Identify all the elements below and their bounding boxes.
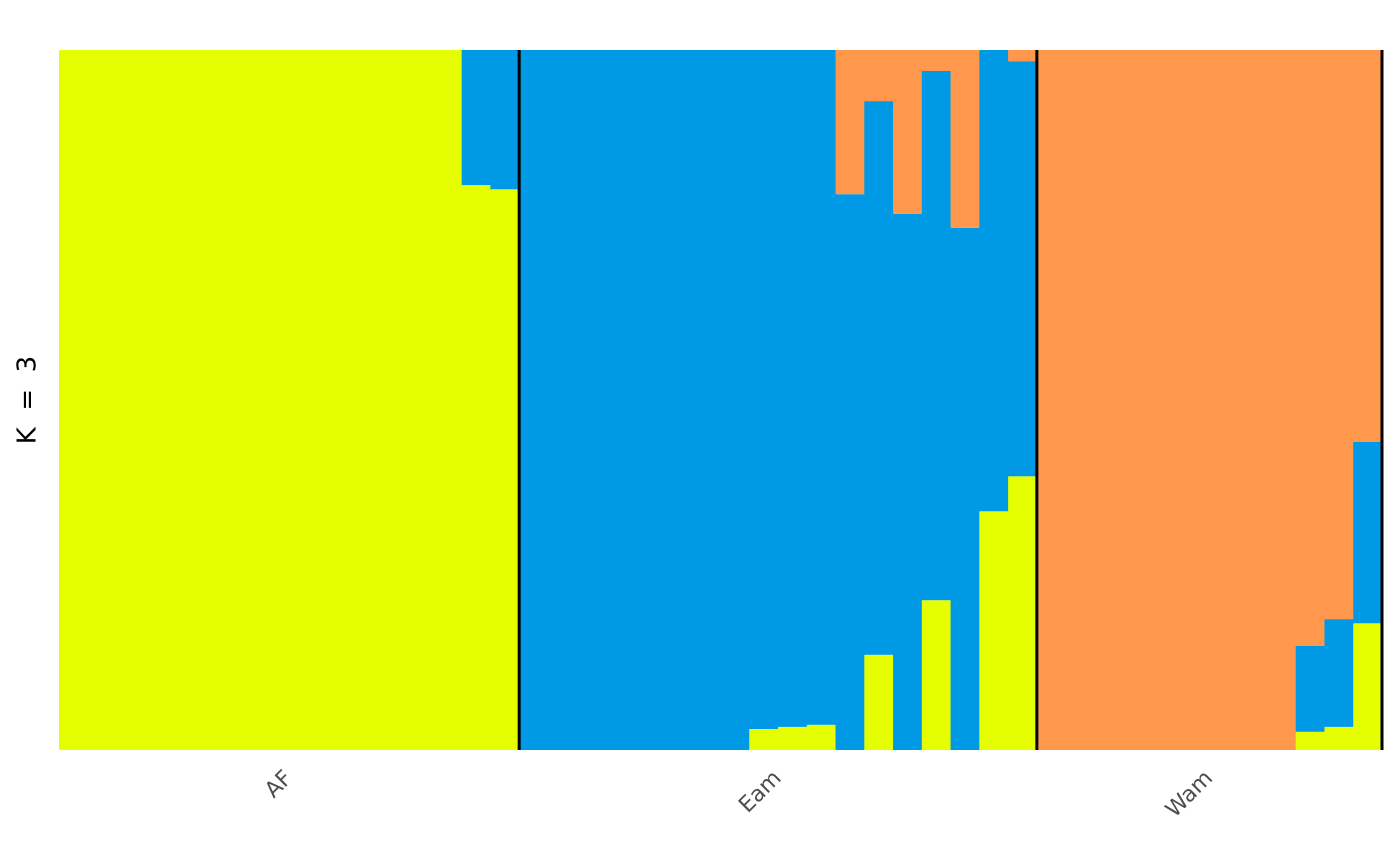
bar-segment [778,726,808,750]
bar-segment [1324,50,1354,620]
bar-segment [519,50,549,750]
bar-segment [1353,50,1383,442]
bar-segment [346,50,376,750]
bar-segment [289,50,319,750]
bar-segment [691,50,722,750]
y-axis-label: K = 3 [13,356,43,444]
bar-segment [490,50,520,190]
bar-segment [634,50,664,750]
bar-segment [864,50,894,102]
bar-segment [490,189,520,751]
bar-segment [375,50,405,750]
bar-segment [950,227,980,751]
bar-segment [864,101,894,655]
bar-segment [174,50,204,750]
bar-segment [1353,623,1383,750]
group-label: Eam [734,766,786,818]
bar-segment [1238,50,1268,750]
bar-segment [605,50,635,750]
bar-segment [749,729,779,750]
bar-segment [1180,50,1211,750]
plot-area [59,50,1383,751]
bar-segment [1065,50,1095,750]
bar-segment [260,50,290,750]
group-label: AF [260,766,297,803]
bar-segment [1324,726,1354,750]
bar-segment [1324,619,1354,727]
bar-segment [806,724,837,750]
group-label: Wam [1161,766,1218,823]
bar-segment [317,50,348,750]
bar-segment [950,50,980,228]
bar-segment [547,50,578,750]
bar-segment [1353,442,1383,624]
bar-segment [404,50,434,750]
bar-segment [749,50,779,729]
bar-segment [921,600,952,750]
bar-segment [116,50,146,750]
bar-segment [864,654,894,750]
bar-segment [1008,476,1038,750]
bar-segment [1266,50,1297,750]
bar-segment [231,50,261,750]
bar-segment [979,511,1009,750]
bar-segment [662,50,693,750]
separators [517,50,1384,750]
bar-segment [1295,645,1326,732]
bar-segment [778,50,808,727]
bar-segment [1123,50,1153,750]
bar-segment [202,50,233,750]
bar-segment [1094,50,1124,750]
bar-segment [1209,50,1239,750]
bar-segment [432,50,463,750]
bar-segment [87,50,118,750]
bar-segment [461,185,492,751]
bar-segment [1036,50,1067,750]
bar-segment [1295,50,1326,646]
bar-segment [893,213,923,751]
bar-segment [576,50,607,750]
bar-segment [720,50,750,750]
bar-segment [835,50,865,195]
bar-segment [59,50,89,750]
bar-segment [1295,731,1326,750]
bar-segment [921,50,952,71]
bar-segment [921,71,952,601]
bar-segment [145,50,175,750]
bar-segment [835,194,865,750]
bar-segment [893,50,923,214]
bar-segment [806,50,837,725]
bar-segment [461,50,492,186]
bar-segment [1008,50,1038,62]
bar-segment [979,50,1009,512]
bar-segment [1008,61,1038,477]
bar-segment [1151,50,1182,750]
